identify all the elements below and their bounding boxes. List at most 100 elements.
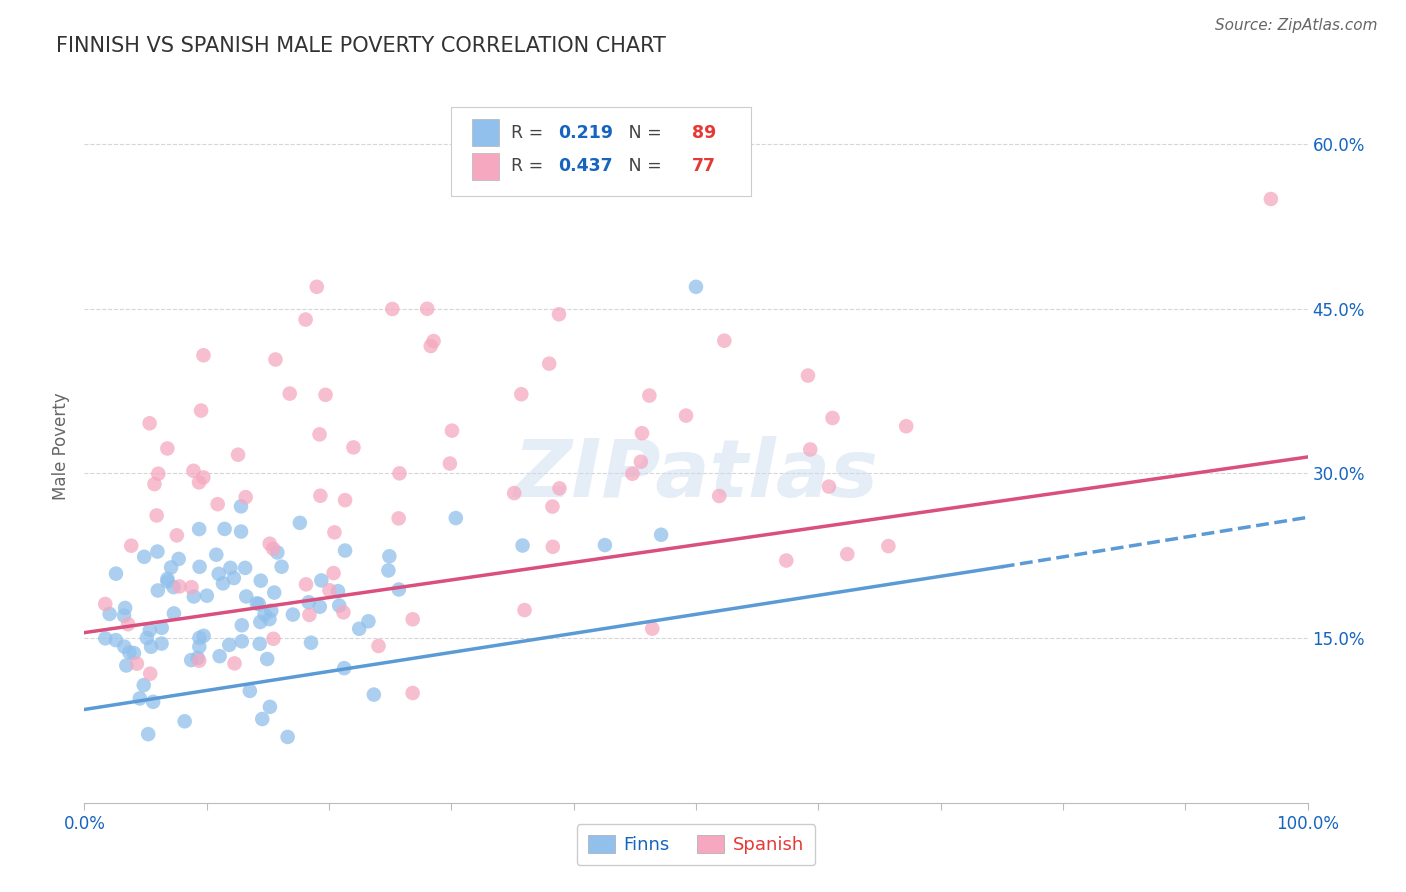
Point [775, 553, 797, 567]
Text: N =: N = [612, 157, 666, 175]
Point [145, 508, 167, 523]
Point [322, 566, 344, 580]
Point [193, 470, 215, 484]
Point [122, 646, 145, 660]
Point [332, 605, 354, 619]
Point [128, 691, 150, 706]
Point [150, 636, 173, 650]
FancyBboxPatch shape [472, 120, 499, 146]
Point [229, 500, 252, 514]
Point [115, 658, 138, 673]
Point [541, 540, 564, 554]
Point [401, 686, 423, 700]
Point [357, 614, 380, 628]
Point [183, 590, 205, 604]
Text: ZIPatlas: ZIPatlas [513, 435, 879, 514]
Point [163, 607, 186, 621]
Point [139, 640, 162, 654]
Text: N =: N = [612, 124, 666, 142]
Point [709, 489, 731, 503]
Point [388, 467, 411, 481]
Point [1260, 192, 1282, 206]
Point [235, 490, 257, 504]
Point [328, 599, 350, 613]
Point [188, 640, 211, 654]
Point [422, 334, 444, 348]
Point [503, 486, 526, 500]
Point [347, 622, 370, 636]
Y-axis label: Male Poverty: Male Poverty [52, 392, 70, 500]
Text: 89: 89 [692, 124, 717, 142]
Point [333, 543, 356, 558]
Point [180, 580, 202, 594]
Point [214, 522, 236, 536]
Point [188, 475, 211, 490]
Point [167, 552, 190, 566]
Point [299, 636, 322, 650]
Point [143, 477, 166, 491]
Point [249, 637, 271, 651]
Point [139, 666, 162, 681]
Point [259, 537, 281, 551]
Point [114, 601, 136, 615]
Point [98, 607, 121, 621]
Point [132, 678, 155, 692]
Point [631, 426, 654, 441]
Point [377, 563, 399, 577]
Point [388, 582, 411, 597]
Point [388, 511, 411, 525]
Point [264, 352, 287, 367]
Point [190, 403, 212, 417]
Point [513, 603, 536, 617]
Point [212, 576, 235, 591]
Point [162, 580, 184, 594]
Point [281, 607, 304, 622]
Point [877, 539, 900, 553]
Point [259, 612, 281, 626]
FancyBboxPatch shape [451, 107, 751, 196]
Point [188, 654, 211, 668]
Point [187, 651, 209, 665]
Point [305, 280, 328, 294]
Point [118, 645, 141, 659]
Point [713, 334, 735, 348]
Point [252, 712, 274, 726]
Point [799, 442, 821, 457]
Point [94, 632, 117, 646]
Point [685, 280, 707, 294]
Point [156, 442, 179, 456]
Point [367, 639, 389, 653]
Point [193, 629, 215, 643]
Point [259, 699, 281, 714]
Point [630, 455, 652, 469]
Point [402, 612, 425, 626]
Point [896, 419, 918, 434]
Point [156, 572, 179, 586]
Point [188, 522, 211, 536]
Point [136, 727, 159, 741]
Point [195, 589, 218, 603]
Point [136, 631, 159, 645]
Point [249, 574, 271, 588]
Point [218, 638, 240, 652]
Point [439, 457, 461, 471]
Point [363, 688, 385, 702]
Point [315, 388, 337, 402]
Point [193, 348, 215, 362]
Point [139, 623, 162, 637]
Point [235, 590, 257, 604]
Point [142, 695, 165, 709]
Point [246, 596, 269, 610]
Point [247, 597, 270, 611]
Text: R =: R = [512, 157, 548, 175]
Point [837, 547, 859, 561]
Point [263, 585, 285, 599]
Point [231, 618, 253, 632]
Legend: Finns, Spanish: Finns, Spanish [576, 824, 815, 865]
Point [231, 634, 253, 648]
Point [266, 545, 288, 559]
Point [538, 357, 561, 371]
Point [94, 597, 117, 611]
Point [233, 561, 256, 575]
Point [675, 409, 697, 423]
